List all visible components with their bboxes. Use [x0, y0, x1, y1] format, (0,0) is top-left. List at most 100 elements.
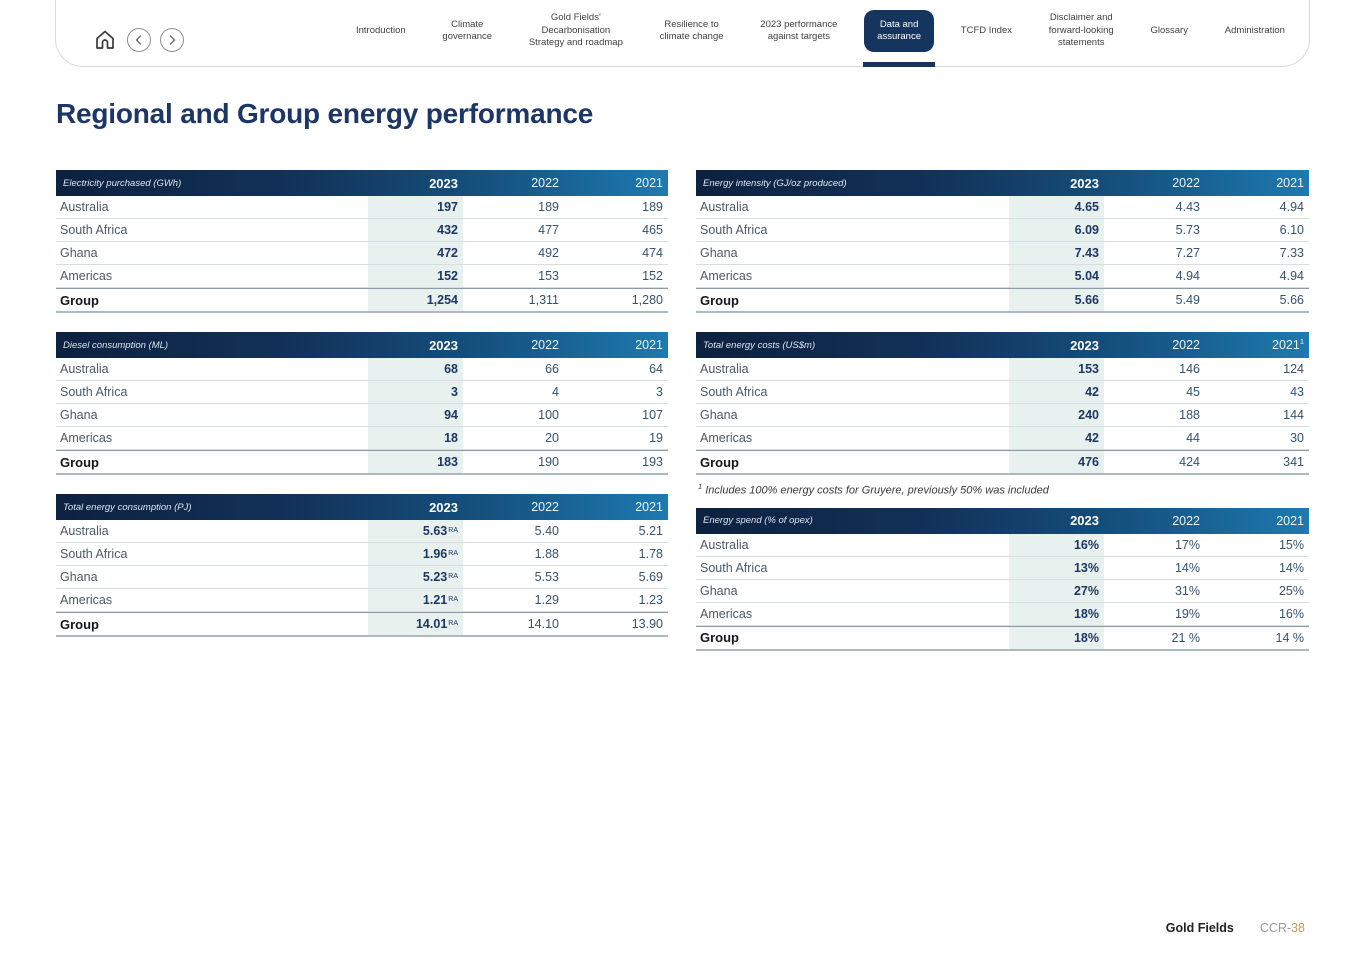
value-2021: 14% — [1278, 560, 1304, 575]
row-label: Ghana — [700, 583, 738, 598]
row-label: Group — [700, 454, 739, 470]
row-label: Ghana — [700, 408, 738, 422]
value-2022: 477 — [538, 223, 559, 237]
value-2023: 183 — [368, 451, 463, 473]
table-electricity-purchased-gwh: Electricity purchased (GWh) 2023 2022 2021 A… — [56, 170, 668, 313]
value-2022: 1.88 — [534, 547, 559, 561]
table-title: Electricity purchased (GWh) — [63, 177, 182, 189]
table-title: Total energy costs (US$m) — [703, 339, 816, 351]
table-row-ghana: Ghana 27% 31% 25% — [696, 579, 1309, 603]
table-row-group: Group 14.01 RA 14.10 13.90 — [56, 612, 668, 637]
year-column-header: 2023 — [1070, 513, 1099, 529]
table-row-ghana: Ghana 7.43 7.27 7.33 — [696, 242, 1309, 265]
nav-tab-data-and[interactable]: Data and assurance — [863, 9, 936, 68]
table-row-group: Group 18% 21 % 14 % — [696, 625, 1309, 651]
row-label: South Africa — [60, 223, 128, 237]
table-row-australia: Australia 4.65 4.43 4.94 — [696, 196, 1309, 219]
table-row-group: Group 5.66 5.49 5.66 — [696, 288, 1309, 313]
value-2021: 30 — [1290, 431, 1304, 445]
year-column-header: 20211 — [1272, 337, 1304, 353]
value-2023: 18% — [1009, 626, 1104, 649]
value-2022: 21 % — [1171, 630, 1201, 645]
value-2023: 16% — [1009, 533, 1104, 556]
nav-tab-climate[interactable]: Climate governance — [442, 18, 493, 42]
year-column-header: 2023 — [429, 337, 458, 353]
value-2023: 4.65 — [1009, 196, 1104, 218]
value-2023: 1,254 — [368, 289, 463, 311]
value-2023: 5.04 — [1009, 265, 1104, 287]
row-label: South Africa — [700, 385, 768, 399]
year-column-header: 2021 — [1276, 176, 1304, 190]
value-2021: 7.33 — [1279, 246, 1304, 260]
table-header-row: Energy intensity (GJ/oz produced) 2023 202… — [696, 170, 1309, 196]
year-column-header: 2023 — [429, 499, 458, 515]
nav-tab-glossary[interactable]: Glossary — [1150, 24, 1188, 36]
table-row-australia: Australia 5.63 RA 5.40 5.21 — [56, 520, 668, 543]
row-label: Americas — [700, 606, 753, 621]
table-row-south-africa: South Africa 3 4 3 — [56, 381, 668, 404]
value-2021: 43 — [1290, 385, 1304, 399]
tables-column-left: Electricity purchased (GWh) 2023 2022 2021 A… — [56, 170, 668, 656]
value-2023: 3 — [368, 381, 463, 403]
table-title: Energy spend (% of opex) — [703, 515, 813, 527]
row-label: Americas — [60, 431, 113, 445]
table-row-australia: Australia 153 146 124 — [696, 358, 1309, 381]
row-label: Americas — [60, 269, 113, 283]
value-2021: 1.78 — [638, 547, 663, 561]
row-label: Australia — [60, 524, 109, 538]
value-2022: 5.73 — [1175, 223, 1200, 237]
value-2023: 42 — [1009, 381, 1104, 403]
home-icon[interactable] — [92, 27, 118, 53]
nav-tab-disclaimer-and[interactable]: Disclaimer and forward-looking statement… — [1048, 12, 1114, 49]
row-label: South Africa — [60, 547, 128, 561]
table-row-americas: Americas 1.21 RA 1.29 1.23 — [56, 589, 668, 612]
table-total-energy-consumption-pj: Total energy consumption (PJ) 2023 2022 202… — [56, 494, 668, 637]
value-2022: 31% — [1174, 583, 1200, 598]
value-2023: 27% — [1009, 579, 1104, 602]
value-2021: 1,280 — [631, 293, 663, 307]
table-title: Energy intensity (GJ/oz produced) — [703, 177, 847, 189]
row-label: Group — [60, 454, 99, 470]
value-2022: 45 — [1186, 385, 1200, 399]
value-2023: 42 — [1009, 427, 1104, 449]
value-2022: 189 — [538, 200, 559, 214]
table-title: Total energy consumption (PJ) — [63, 501, 192, 513]
row-label: Australia — [60, 200, 109, 214]
chevron-left-icon[interactable] — [127, 28, 151, 52]
value-2022: 4.94 — [1175, 269, 1200, 283]
nav-tab-tcfd-index[interactable]: TCFD Index — [960, 24, 1012, 36]
nav-tab-resilience-to[interactable]: Resilience to climate change — [659, 18, 724, 42]
table-row-americas: Americas 18% 19% 16% — [696, 602, 1309, 626]
value-2021: 193 — [642, 455, 663, 469]
nav-tab-2023-performance[interactable]: 2023 performance against targets — [760, 18, 838, 42]
table-total-energy-costs-us-m: Total energy costs (US$m) 2023 2022 20211 Au… — [696, 332, 1309, 475]
row-label: South Africa — [700, 223, 768, 237]
value-2023: 14.01 RA — [368, 613, 463, 635]
value-2023: 153 — [1009, 358, 1104, 380]
row-label: Ghana — [60, 246, 98, 260]
chevron-right-icon[interactable] — [160, 28, 184, 52]
nav-tab-administration[interactable]: Administration — [1224, 24, 1285, 36]
nav-tab-gold-fields-[interactable]: Gold Fields' Decarbonisation Strategy an… — [528, 12, 623, 49]
value-2023: 94 — [368, 404, 463, 426]
value-2022: 44 — [1186, 431, 1200, 445]
value-2022: 5.49 — [1175, 293, 1200, 307]
year-column-header: 2022 — [1172, 338, 1200, 352]
value-2021: 341 — [1283, 455, 1304, 469]
row-label: Ghana — [60, 408, 98, 422]
value-2021: 16% — [1278, 606, 1304, 621]
row-label: Ghana — [700, 246, 738, 260]
row-label: Australia — [700, 362, 749, 376]
value-2022: 20 — [545, 431, 559, 445]
row-label: Americas — [60, 593, 113, 607]
value-2021: 19 — [649, 431, 663, 445]
active-tab-underline — [863, 62, 936, 68]
row-label: Ghana — [60, 570, 98, 584]
value-2023: 18 — [368, 427, 463, 449]
table-row-ghana: Ghana 94 100 107 — [56, 404, 668, 427]
row-label: Australia — [700, 200, 749, 214]
value-2022: 4.43 — [1175, 200, 1200, 214]
value-2021: 107 — [642, 408, 663, 422]
nav-tab-introduction[interactable]: Introduction — [356, 24, 406, 36]
